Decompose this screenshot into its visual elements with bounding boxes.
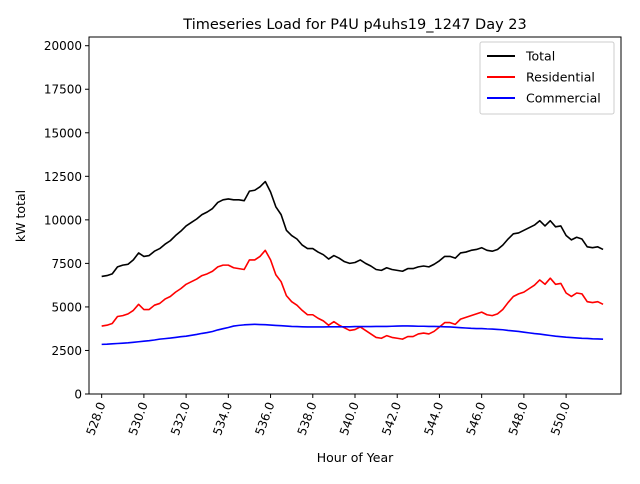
y-tick-label: 5000 — [51, 300, 82, 314]
y-tick-label: 20000 — [44, 39, 82, 53]
y-tick-label: 17500 — [44, 83, 82, 97]
y-tick-label: 15000 — [44, 126, 82, 140]
y-tick-label: 7500 — [51, 257, 82, 271]
legend: Total Residential Commercial — [479, 41, 615, 115]
y-axis-label: kW total — [13, 190, 28, 242]
chart-title: Timeseries Load for P4U p4uhs19_1247 Day… — [182, 17, 526, 33]
y-tick-label: 2500 — [51, 344, 82, 358]
y-tick-label: 0 — [74, 388, 82, 402]
legend-label-total: Total — [525, 49, 555, 64]
legend-box — [479, 41, 615, 115]
y-tick-label: 10000 — [44, 213, 82, 227]
x-axis-label: Hour of Year — [317, 450, 394, 465]
series-layer — [101, 180, 604, 346]
series-line-total — [101, 180, 604, 278]
series-line-commercial — [101, 323, 604, 346]
y-tick-label: 12500 — [44, 170, 82, 184]
y-axis: 0 2500 5000 7500 10000 12500 15000 17500 20000 — [44, 39, 89, 402]
legend-label-commercial: Commercial — [526, 91, 601, 106]
legend-label-residential: Residential — [526, 70, 595, 85]
series-line-residential — [101, 249, 604, 340]
